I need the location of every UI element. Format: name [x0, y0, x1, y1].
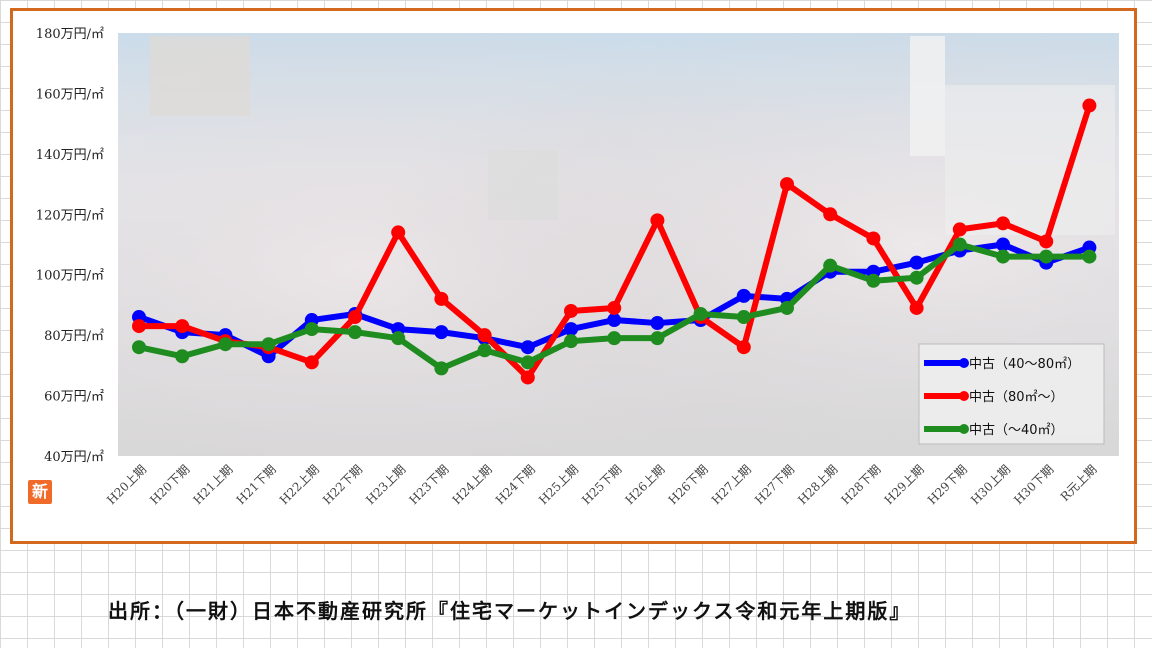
data-point [132, 340, 146, 355]
y-tick-label: 80万円/㎡ [44, 329, 104, 344]
x-tick-label: H27下期 [752, 462, 797, 507]
legend-label: 中古（～40㎡） [969, 423, 1064, 438]
x-tick-label: H22上期 [277, 462, 322, 507]
data-point [477, 343, 492, 358]
data-point [909, 270, 924, 285]
data-point [866, 273, 881, 288]
data-point [175, 349, 190, 364]
x-tick-label: H28下期 [838, 462, 883, 507]
new-badge: 新 [28, 480, 52, 504]
data-point [434, 291, 449, 306]
data-point [564, 334, 578, 349]
x-tick-label: H21下期 [234, 462, 279, 507]
x-tick-label: H20下期 [147, 462, 192, 507]
data-point [348, 325, 362, 340]
data-point [952, 222, 967, 237]
data-point [607, 300, 622, 315]
y-tick-label: 40万円/㎡ [44, 450, 104, 465]
y-tick-label: 160万円/㎡ [36, 87, 104, 102]
x-tick-label: H24上期 [450, 462, 495, 507]
data-point [1039, 234, 1054, 249]
data-point [736, 288, 751, 303]
x-tick-label: H26上期 [622, 462, 667, 507]
data-point [650, 316, 665, 331]
data-point [477, 328, 492, 343]
x-tick-label: H25下期 [579, 462, 624, 507]
data-point [348, 310, 362, 325]
data-point [996, 249, 1010, 264]
x-tick-label: H21上期 [190, 462, 235, 507]
x-tick-label: H25上期 [536, 462, 581, 507]
data-point [304, 355, 319, 370]
y-tick-label: 120万円/㎡ [36, 208, 104, 223]
data-point [261, 337, 276, 352]
data-point [780, 300, 794, 315]
data-point [391, 331, 406, 346]
source-caption: 出所：（一財）日本不動産研究所『住宅マーケットインデックス令和元年上期版』 [108, 599, 912, 623]
series-3 [132, 237, 1097, 376]
y-tick-label: 100万円/㎡ [36, 269, 104, 284]
data-point [132, 319, 146, 334]
data-point [1082, 98, 1097, 113]
x-tick-label: H30上期 [968, 462, 1013, 507]
data-point [520, 355, 535, 370]
x-tick-label: H29上期 [882, 462, 927, 507]
data-point [736, 340, 751, 355]
data-point [1039, 249, 1054, 264]
data-point [866, 231, 881, 246]
data-point [434, 325, 449, 340]
data-point [175, 319, 190, 334]
data-point [909, 255, 924, 270]
data-point [607, 313, 622, 328]
data-point [996, 216, 1010, 231]
legend-label: 中古（40～80㎡） [969, 357, 1080, 372]
data-point [996, 237, 1010, 252]
data-point [607, 331, 622, 346]
y-tick-label: 140万円/㎡ [36, 148, 104, 163]
data-point [304, 322, 319, 337]
data-point [952, 237, 967, 252]
x-tick-label: H28上期 [795, 462, 840, 507]
data-point [1082, 249, 1097, 264]
x-tick-label: H22下期 [320, 462, 365, 507]
data-point [391, 225, 406, 240]
data-point [564, 322, 578, 337]
y-tick-label: 60万円/㎡ [44, 390, 104, 405]
data-point [736, 310, 751, 325]
data-point [520, 370, 535, 385]
data-point [780, 177, 794, 192]
data-point [650, 331, 665, 346]
data-point [520, 340, 535, 355]
data-point [564, 303, 578, 318]
data-point [650, 213, 665, 228]
legend-marker [959, 391, 969, 401]
x-tick-label: H27上期 [709, 462, 754, 507]
data-point [434, 361, 449, 376]
x-tick-label: H26下期 [666, 462, 711, 507]
x-tick-label: H23下期 [406, 462, 451, 507]
x-tick-label: H24下期 [493, 462, 538, 507]
data-point [218, 337, 233, 352]
x-tick-label: H29下期 [925, 462, 970, 507]
legend-label: 中古（80㎡～） [969, 390, 1064, 405]
data-point [909, 300, 924, 315]
x-tick-label: H23上期 [363, 462, 408, 507]
legend-marker [959, 424, 969, 434]
y-tick-label: 180万円/㎡ [36, 27, 104, 42]
x-tick-label: H20上期 [104, 462, 149, 507]
x-tick-label: R元上期 [1058, 462, 1100, 504]
data-point [693, 306, 708, 321]
x-tick-label: H30下期 [1011, 462, 1056, 507]
data-point [823, 207, 838, 222]
legend-marker [959, 358, 969, 368]
data-point [823, 258, 838, 273]
